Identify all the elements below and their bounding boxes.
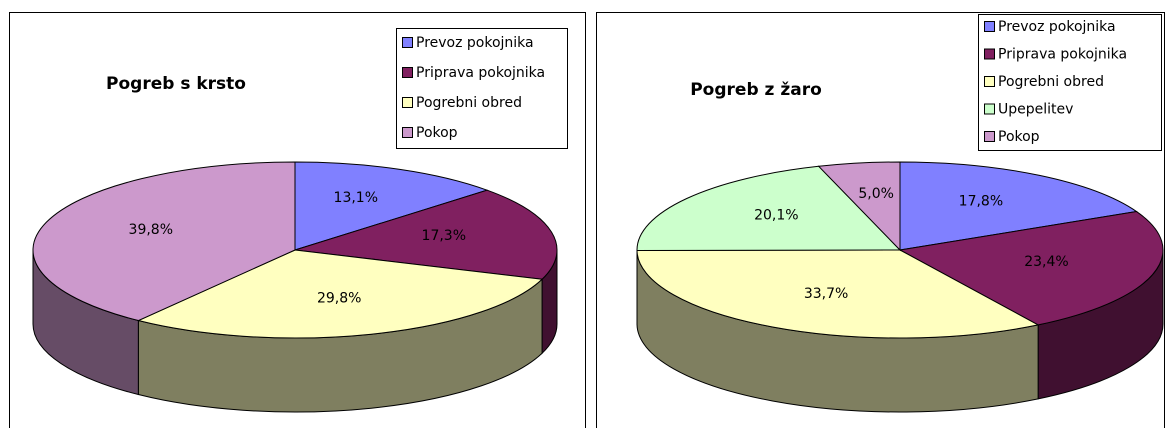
legend-swatch bbox=[402, 67, 413, 78]
data-label: 17,8% bbox=[959, 194, 1003, 210]
legend-swatch bbox=[402, 37, 413, 48]
legend-swatch bbox=[984, 131, 995, 142]
legend-box bbox=[978, 14, 1162, 151]
pie-slice bbox=[817, 161, 901, 252]
data-label: 39,8% bbox=[129, 222, 173, 238]
legend-swatch bbox=[402, 127, 413, 138]
legend-box bbox=[396, 28, 568, 149]
legend-swatch bbox=[402, 97, 413, 108]
data-label: 29,8% bbox=[317, 290, 361, 306]
chart-title: Pogreb z žaro bbox=[690, 80, 822, 100]
legend-label: Priprava pokojnika bbox=[416, 65, 545, 81]
pie-slice bbox=[636, 165, 902, 252]
data-label: 20,1% bbox=[754, 208, 798, 224]
data-label: 33,7% bbox=[804, 286, 848, 302]
legend-swatch bbox=[984, 48, 995, 60]
pie-slice bbox=[636, 249, 1040, 339]
chart-title: Pogreb s krsto bbox=[106, 74, 246, 94]
data-label: 5,0% bbox=[858, 186, 894, 202]
legend-label: Prevoz pokojnika bbox=[416, 35, 534, 51]
data-label: 13,1% bbox=[334, 190, 378, 206]
legend-label: Prevoz pokojnika bbox=[998, 19, 1116, 35]
pie-slice bbox=[294, 161, 489, 251]
data-label: 23,4% bbox=[1024, 254, 1068, 270]
pie-slice bbox=[136, 249, 544, 339]
legend-swatch bbox=[984, 21, 995, 32]
legend-swatch bbox=[984, 76, 995, 87]
legend-label: Pogrebni obred bbox=[416, 95, 522, 111]
legend-swatch bbox=[984, 103, 995, 115]
legend-label: Pokop bbox=[416, 125, 458, 141]
pie-slice bbox=[294, 189, 558, 280]
pie-slice bbox=[899, 161, 1138, 251]
pie-slice bbox=[32, 161, 296, 322]
legend-label: Priprava pokojnika bbox=[998, 47, 1127, 63]
data-label: 17,3% bbox=[422, 228, 466, 244]
pie-slice bbox=[898, 211, 1164, 326]
legend-label: Pogrebni obred bbox=[998, 74, 1104, 90]
legend-label: Pokop bbox=[998, 129, 1040, 145]
legend-label: Upepelitev bbox=[998, 102, 1073, 118]
